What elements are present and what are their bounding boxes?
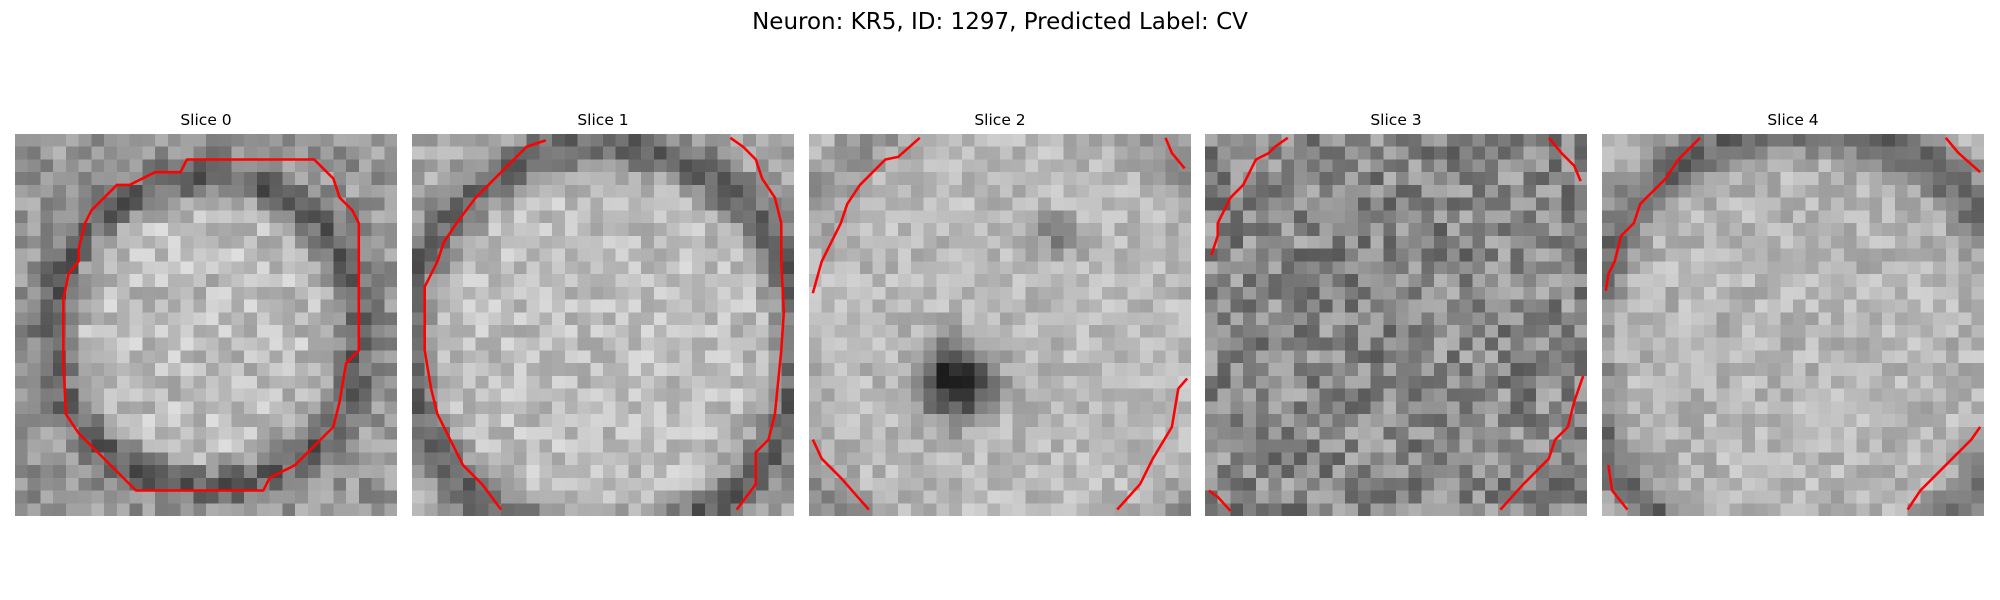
- slice-title: Slice 4: [1767, 111, 1819, 129]
- contour-line: [1208, 489, 1232, 512]
- contour-line: [1499, 375, 1585, 511]
- contour-line: [1906, 426, 1982, 511]
- slice-title: Slice 3: [1370, 111, 1422, 129]
- contour-line: [423, 139, 547, 511]
- slice-title: Slice 2: [974, 111, 1026, 129]
- slice-image: [1602, 134, 1984, 516]
- contour-line: [1944, 137, 1982, 174]
- contour-line: [62, 158, 361, 492]
- slice-title: Slice 1: [577, 111, 629, 129]
- contour-line: [811, 136, 921, 294]
- slice-image: [15, 134, 397, 516]
- contour-line: [729, 136, 786, 511]
- slice-title: Slice 0: [180, 111, 232, 129]
- slice-image: [809, 134, 1191, 516]
- slice-image: [1205, 134, 1587, 516]
- contour-line: [1604, 136, 1701, 291]
- contour-line: [811, 439, 870, 511]
- contour-line: [1164, 137, 1186, 170]
- contour-line: [1210, 136, 1289, 256]
- contour-line: [1116, 377, 1189, 511]
- contour-line: [1547, 137, 1582, 182]
- contour-line: [1607, 464, 1629, 511]
- figure-title: Neuron: KR5, ID: 1297, Predicted Label: …: [752, 9, 1248, 35]
- slice-image: [412, 134, 794, 516]
